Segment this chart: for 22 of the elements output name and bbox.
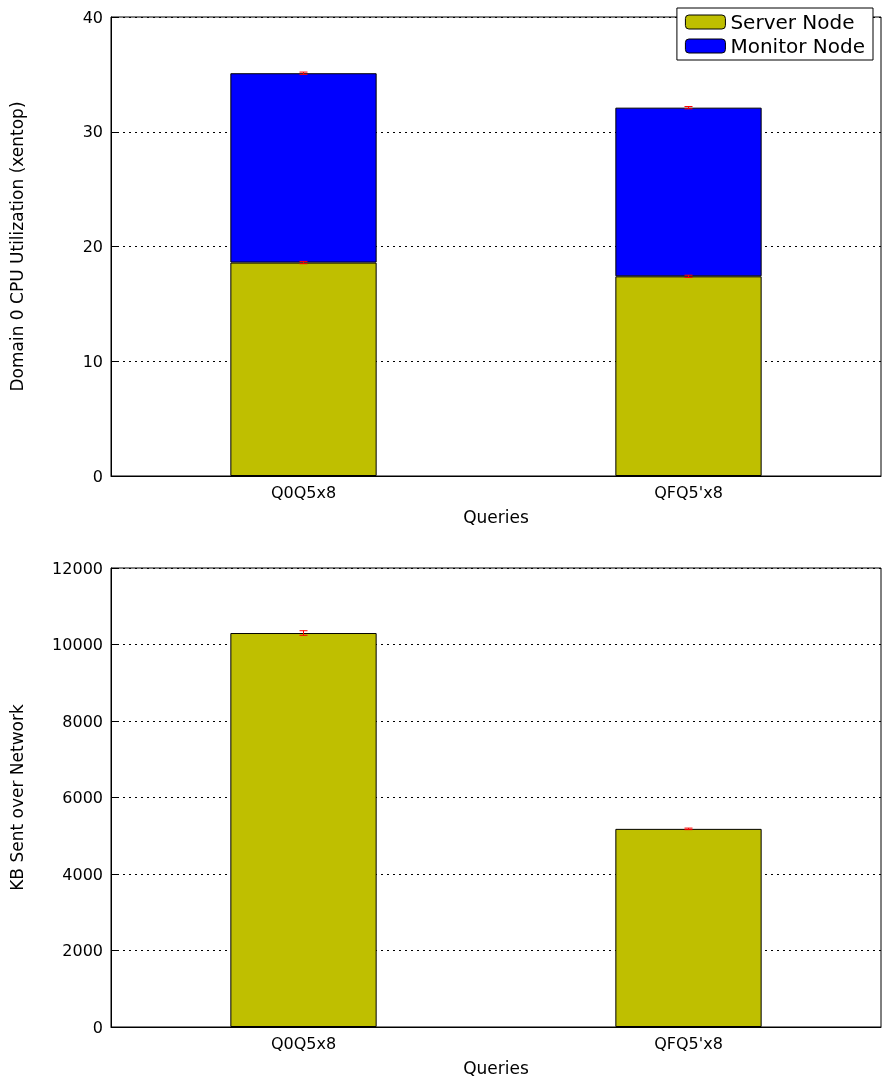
y-tick-label: 0 (92, 1017, 103, 1037)
y-tick-label: 40 (82, 7, 103, 27)
x-tick-label: QFQ5'x8 (654, 1033, 723, 1053)
legend-label: Server Node (730, 10, 855, 34)
y-tick-label: 10000 (52, 635, 103, 654)
y-tick-label: 4000 (62, 864, 103, 884)
y-tick-label: 6000 (62, 788, 103, 807)
x-tick-label: QFQ5'x8 (654, 482, 723, 502)
y-axis-title: Domain 0 CPU Utilization (xentop) (6, 101, 27, 392)
y-tick-label: 8000 (62, 711, 103, 731)
y-tick-label: 30 (82, 122, 103, 142)
y-tick-label: 10 (82, 351, 103, 371)
y-tick-label: 0 (92, 466, 103, 486)
y-axis-title: KB Sent over Network (6, 704, 27, 891)
y-tick-label: 2000 (62, 941, 103, 960)
x-axis-title: Queries (463, 506, 529, 527)
legend-label: Monitor Node (730, 34, 866, 58)
y-tick-label: 20 (82, 237, 103, 256)
x-axis-title: Queries (463, 1057, 529, 1078)
y-tick-label: 12000 (52, 558, 103, 578)
x-tick-label: Q0Q5x8 (270, 482, 337, 502)
x-tick-label: Q0Q5x8 (270, 1033, 337, 1053)
